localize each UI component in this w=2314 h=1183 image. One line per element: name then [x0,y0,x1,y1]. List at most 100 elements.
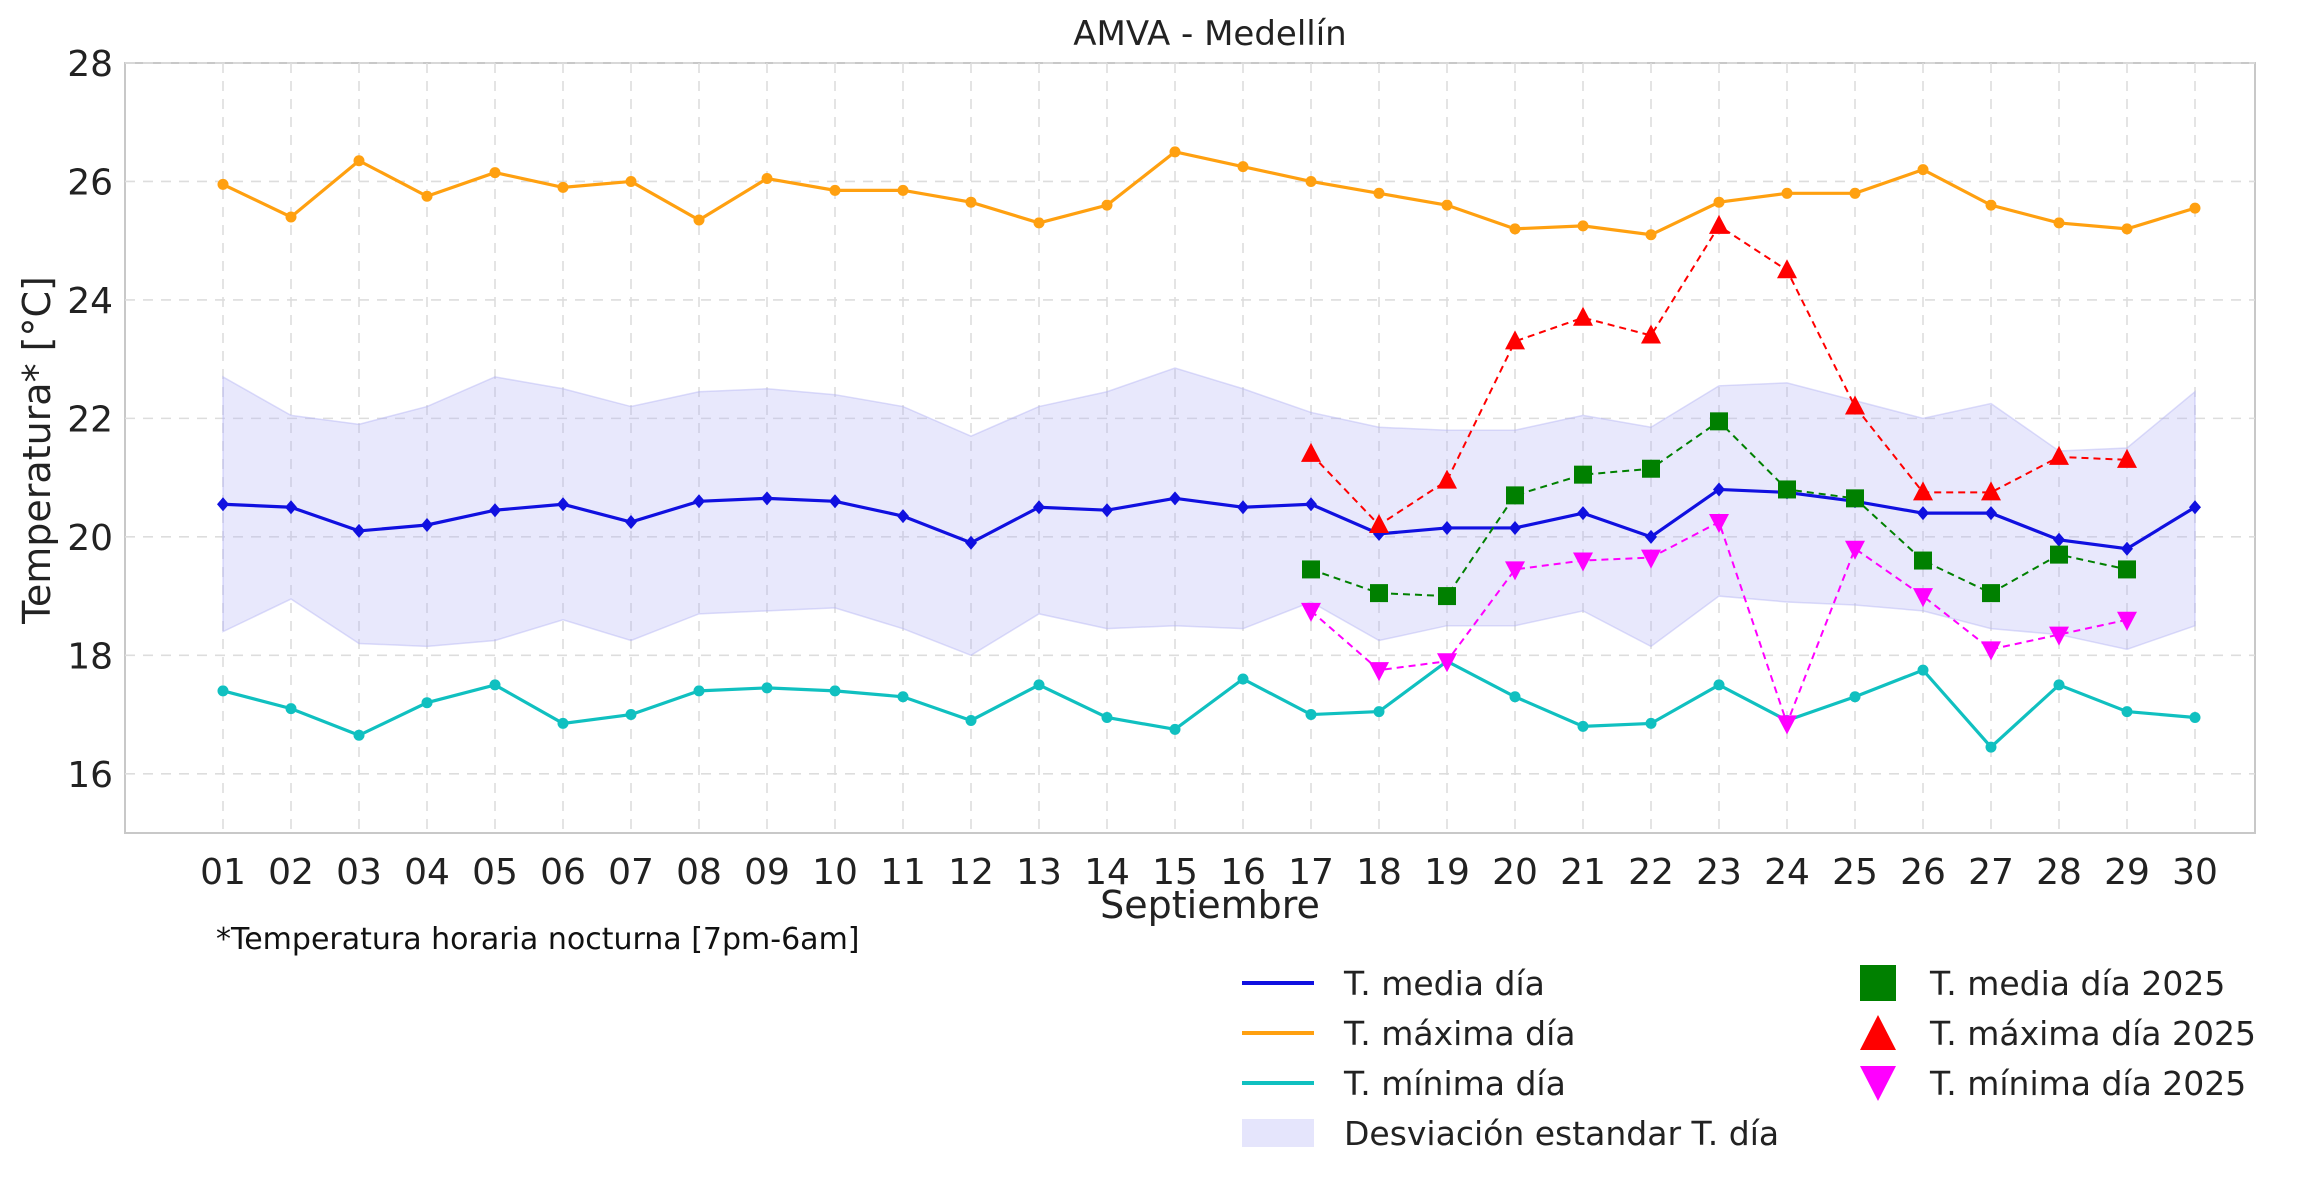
square-marker-icon [1858,963,1898,1003]
data-point [1169,723,1181,735]
chart-title: AMVA - Medellín [1073,14,1346,54]
data-point [217,685,229,697]
data-point [829,494,841,509]
data-point [1641,324,1661,344]
series-line [222,487,2196,551]
data-point [1369,662,1389,682]
data-point [1302,560,1320,579]
data-point [1981,641,2001,661]
data-point [2189,712,2201,723]
x-tick-label: 09 [744,852,790,893]
legend-label: T. mínima día [1344,1063,1566,1103]
data-point [2118,560,2136,579]
x-tick-label: 10 [812,852,858,893]
x-tick-label: 01 [200,852,246,893]
data-point [1577,220,1589,232]
data-point [2189,202,2201,214]
data-point [489,503,501,518]
data-point [1777,259,1797,279]
legend-label: Desviación estandar T. día [1344,1113,1780,1153]
x-tick-label: 29 [2104,852,2150,893]
x-tick-label: 21 [1560,852,1606,893]
data-point [1985,506,1997,521]
legend-label: T. media día [1344,963,1545,1003]
x-tick-label: 16 [1220,852,1266,893]
data-point [965,714,977,726]
y-tick-label: 18 [67,636,113,677]
data-point [761,491,773,506]
data-point [2117,448,2137,468]
data-point [1101,712,1113,723]
x-tick-label: 14 [1084,852,1130,893]
data-point [1237,161,1249,173]
data-point [1509,223,1521,235]
legend-item-media-2025: T. media día 2025 [1832,958,2225,1008]
data-point [1373,706,1385,718]
y-tick-label: 28 [67,44,113,85]
data-point [1505,330,1525,350]
data-point [829,184,841,196]
legend-item-minima: T. mínima día [1242,1058,1566,1108]
data-point [1645,717,1657,729]
legend-label: T. mínima día 2025 [1930,1063,2247,1103]
data-point [1438,587,1456,606]
x-tick-label: 20 [1492,852,1538,893]
x-tick-label: 11 [880,852,926,893]
data-point [2050,545,2068,564]
data-point [1709,214,1729,234]
y-axis-label: Temperatura* [°C] [15,276,59,625]
x-tick-label: 24 [1764,852,1810,893]
data-point [285,703,297,715]
data-point [2049,626,2069,646]
data-point [1981,481,2001,501]
legend-label: T. máxima día 2025 [1930,1013,2256,1053]
legend-label: T. máxima día [1344,1013,1576,1053]
data-point [217,497,229,512]
std-band-area [222,367,2196,657]
data-point [1033,679,1045,691]
data-point [1845,540,1865,560]
data-point [1305,497,1317,512]
x-tick-label: 06 [540,852,586,893]
data-point [1917,164,1929,176]
data-point [897,509,909,524]
x-tick-label: 07 [608,852,654,893]
data-point [1645,529,1657,544]
data-point [1645,229,1657,241]
data-point [897,184,909,196]
x-tick-label: 26 [1900,852,1946,893]
data-point [2117,611,2137,631]
data-point [1033,500,1045,515]
data-point [489,679,501,691]
legend-line-swatch [1242,1081,1314,1085]
data-point [2121,223,2133,235]
legend-band-swatch [1242,1119,1314,1147]
data-point [2121,706,2133,718]
data-point [1169,146,1181,158]
data-point [1573,552,1593,572]
data-point [1985,741,1997,753]
data-point [693,214,705,226]
data-point [1710,412,1728,431]
legend: T. media día T. máxima día T. mínima día… [1230,958,2310,1178]
legend-line-swatch [1242,981,1314,985]
series-line [222,659,2196,750]
data-point [557,717,569,729]
data-point [693,685,705,697]
legend-label: T. media día 2025 [1930,963,2226,1003]
data-point [1169,491,1181,506]
data-point [1849,187,1861,199]
data-point [1237,673,1249,685]
x-tick-label: 13 [1016,852,1062,893]
data-point [1913,481,1933,501]
data-point [625,175,637,187]
x-tick-label: 12 [948,852,994,893]
legend-item-minima-2025: T. mínima día 2025 [1832,1058,2246,1108]
x-tick-label: 27 [1968,852,2014,893]
data-point [625,709,637,721]
data-point [1781,187,1793,199]
data-point [1033,217,1045,229]
data-point [421,518,433,532]
data-point [2053,679,2065,691]
